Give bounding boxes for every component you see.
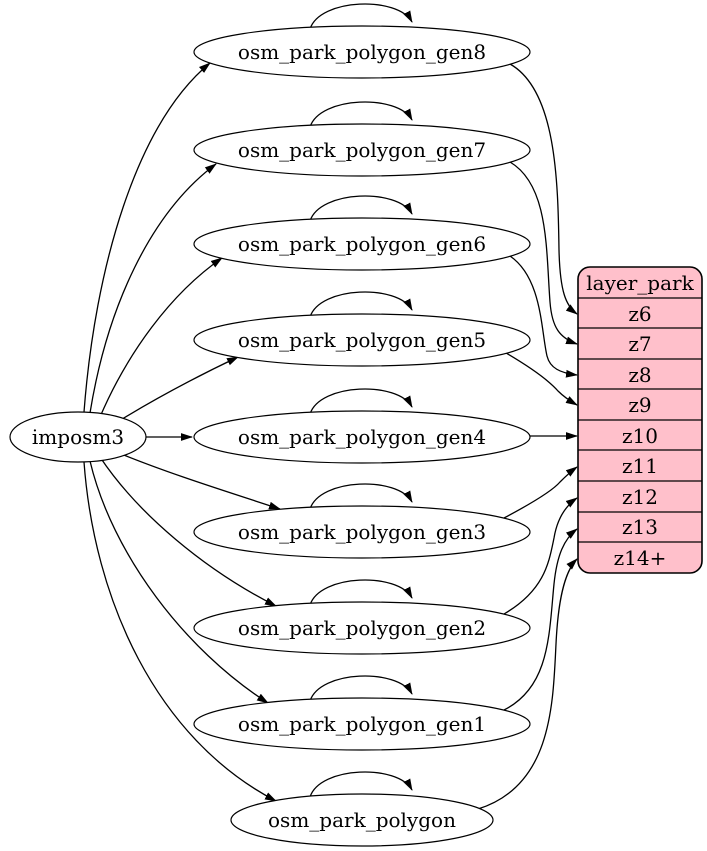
node-label-gen5: osm_park_polygon_gen5 xyxy=(238,328,486,352)
edge-gen2-to-z12 xyxy=(503,497,578,615)
edge-imposm3-to-gen8 xyxy=(83,62,211,413)
edge-gen3-to-z11 xyxy=(503,466,578,519)
node-ellipse-gen5 xyxy=(193,313,531,367)
node-ellipse-gen7 xyxy=(193,123,531,177)
layer-table-row-z8: z8 xyxy=(628,363,651,387)
node-label-imposm3: imposm3 xyxy=(32,425,124,449)
node-ellipse-gen1 xyxy=(193,697,531,751)
edge-gen8-to-z6 xyxy=(509,63,578,315)
edges-to-layer-table xyxy=(477,63,578,810)
layer-table-row-z13: z13 xyxy=(622,515,658,539)
self-loop-gen3 xyxy=(309,483,413,510)
self-loop-polygon xyxy=(309,771,413,798)
node-ellipse-gen2 xyxy=(193,601,531,655)
layer-table-row-z10: z10 xyxy=(622,424,658,448)
layer-table-row-z14plus: z14+ xyxy=(614,546,667,570)
node-osm_park_polygon_gen6: osm_park_polygon_gen6 xyxy=(193,217,531,271)
self-loop-edges xyxy=(309,3,413,798)
node-ellipse-gen6 xyxy=(193,217,531,271)
layer-table-header: layer_park xyxy=(586,271,694,295)
node-label-gen4: osm_park_polygon_gen4 xyxy=(238,425,486,449)
layer-table-row-z11: z11 xyxy=(622,454,658,478)
self-loop-gen8 xyxy=(309,3,413,30)
node-osm_park_polygon_gen2: osm_park_polygon_gen2 xyxy=(193,601,531,655)
edge-gen7-to-z7 xyxy=(509,161,578,345)
node-osm_park_polygon_gen1: osm_park_polygon_gen1 xyxy=(193,697,531,751)
self-loop-gen2 xyxy=(309,579,413,606)
edge-imposm3-to-gen1 xyxy=(89,460,269,704)
layer-table-row-z7: z7 xyxy=(628,332,651,356)
edge-polygon-to-z14plus xyxy=(477,558,578,810)
edge-imposm3-to-gen6 xyxy=(99,257,223,418)
node-imposm3: imposm3 xyxy=(9,411,147,463)
node-osm_park_polygon_gen8: osm_park_polygon_gen8 xyxy=(193,25,531,79)
node-label-gen7: osm_park_polygon_gen7 xyxy=(238,138,486,162)
node-ellipse-gen8 xyxy=(193,25,531,79)
node-label-gen2: osm_park_polygon_gen2 xyxy=(238,616,486,640)
node-ellipse-gen4 xyxy=(193,410,531,464)
edge-gen6-to-z8 xyxy=(509,255,578,378)
layer-table-row-z6: z6 xyxy=(628,302,651,326)
node-label-gen6: osm_park_polygon_gen6 xyxy=(238,232,486,256)
edge-imposm3-to-polygon xyxy=(83,461,277,802)
node-osm_park_polygon_gen4: osm_park_polygon_gen4 xyxy=(193,410,531,464)
edge-imposm3-to-gen5 xyxy=(113,356,239,425)
node-label-polygon: osm_park_polygon xyxy=(268,808,456,832)
self-loop-gen1 xyxy=(309,675,413,702)
node-osm_park_polygon_gen3: osm_park_polygon_gen3 xyxy=(193,505,531,559)
self-loop-gen6 xyxy=(309,195,413,222)
layer-table-row-z9: z9 xyxy=(628,393,651,417)
node-label-gen8: osm_park_polygon_gen8 xyxy=(238,40,486,64)
edges-from-source xyxy=(83,62,281,802)
node-label-gen1: osm_park_polygon_gen1 xyxy=(238,712,486,736)
self-loop-gen5 xyxy=(309,291,413,318)
edge-imposm3-to-gen3 xyxy=(113,450,281,510)
layer-table-row-z12: z12 xyxy=(622,485,658,509)
node-ellipse-imposm3 xyxy=(9,411,147,463)
node-layer_park: layer_park z6 z7 z8 z9 z10 z11 z12 z13 z… xyxy=(577,266,703,574)
node-label-gen3: osm_park_polygon_gen3 xyxy=(238,520,486,544)
node-osm_park_polygon: osm_park_polygon xyxy=(230,793,494,847)
self-loop-gen7 xyxy=(309,101,413,128)
self-loop-gen4 xyxy=(309,388,413,415)
edge-gen1-to-z13 xyxy=(503,528,578,711)
node-ellipse-polygon xyxy=(230,793,494,847)
node-ellipse-gen3 xyxy=(193,505,531,559)
edge-imposm3-to-gen7 xyxy=(89,163,217,414)
node-osm_park_polygon_gen5: osm_park_polygon_gen5 xyxy=(193,313,531,367)
layer-table-row-separators xyxy=(578,297,702,543)
edge-gen5-to-z9 xyxy=(505,352,578,406)
edge-imposm3-to-gen2 xyxy=(99,456,277,607)
node-osm_park_polygon_gen7: osm_park_polygon_gen7 xyxy=(193,123,531,177)
